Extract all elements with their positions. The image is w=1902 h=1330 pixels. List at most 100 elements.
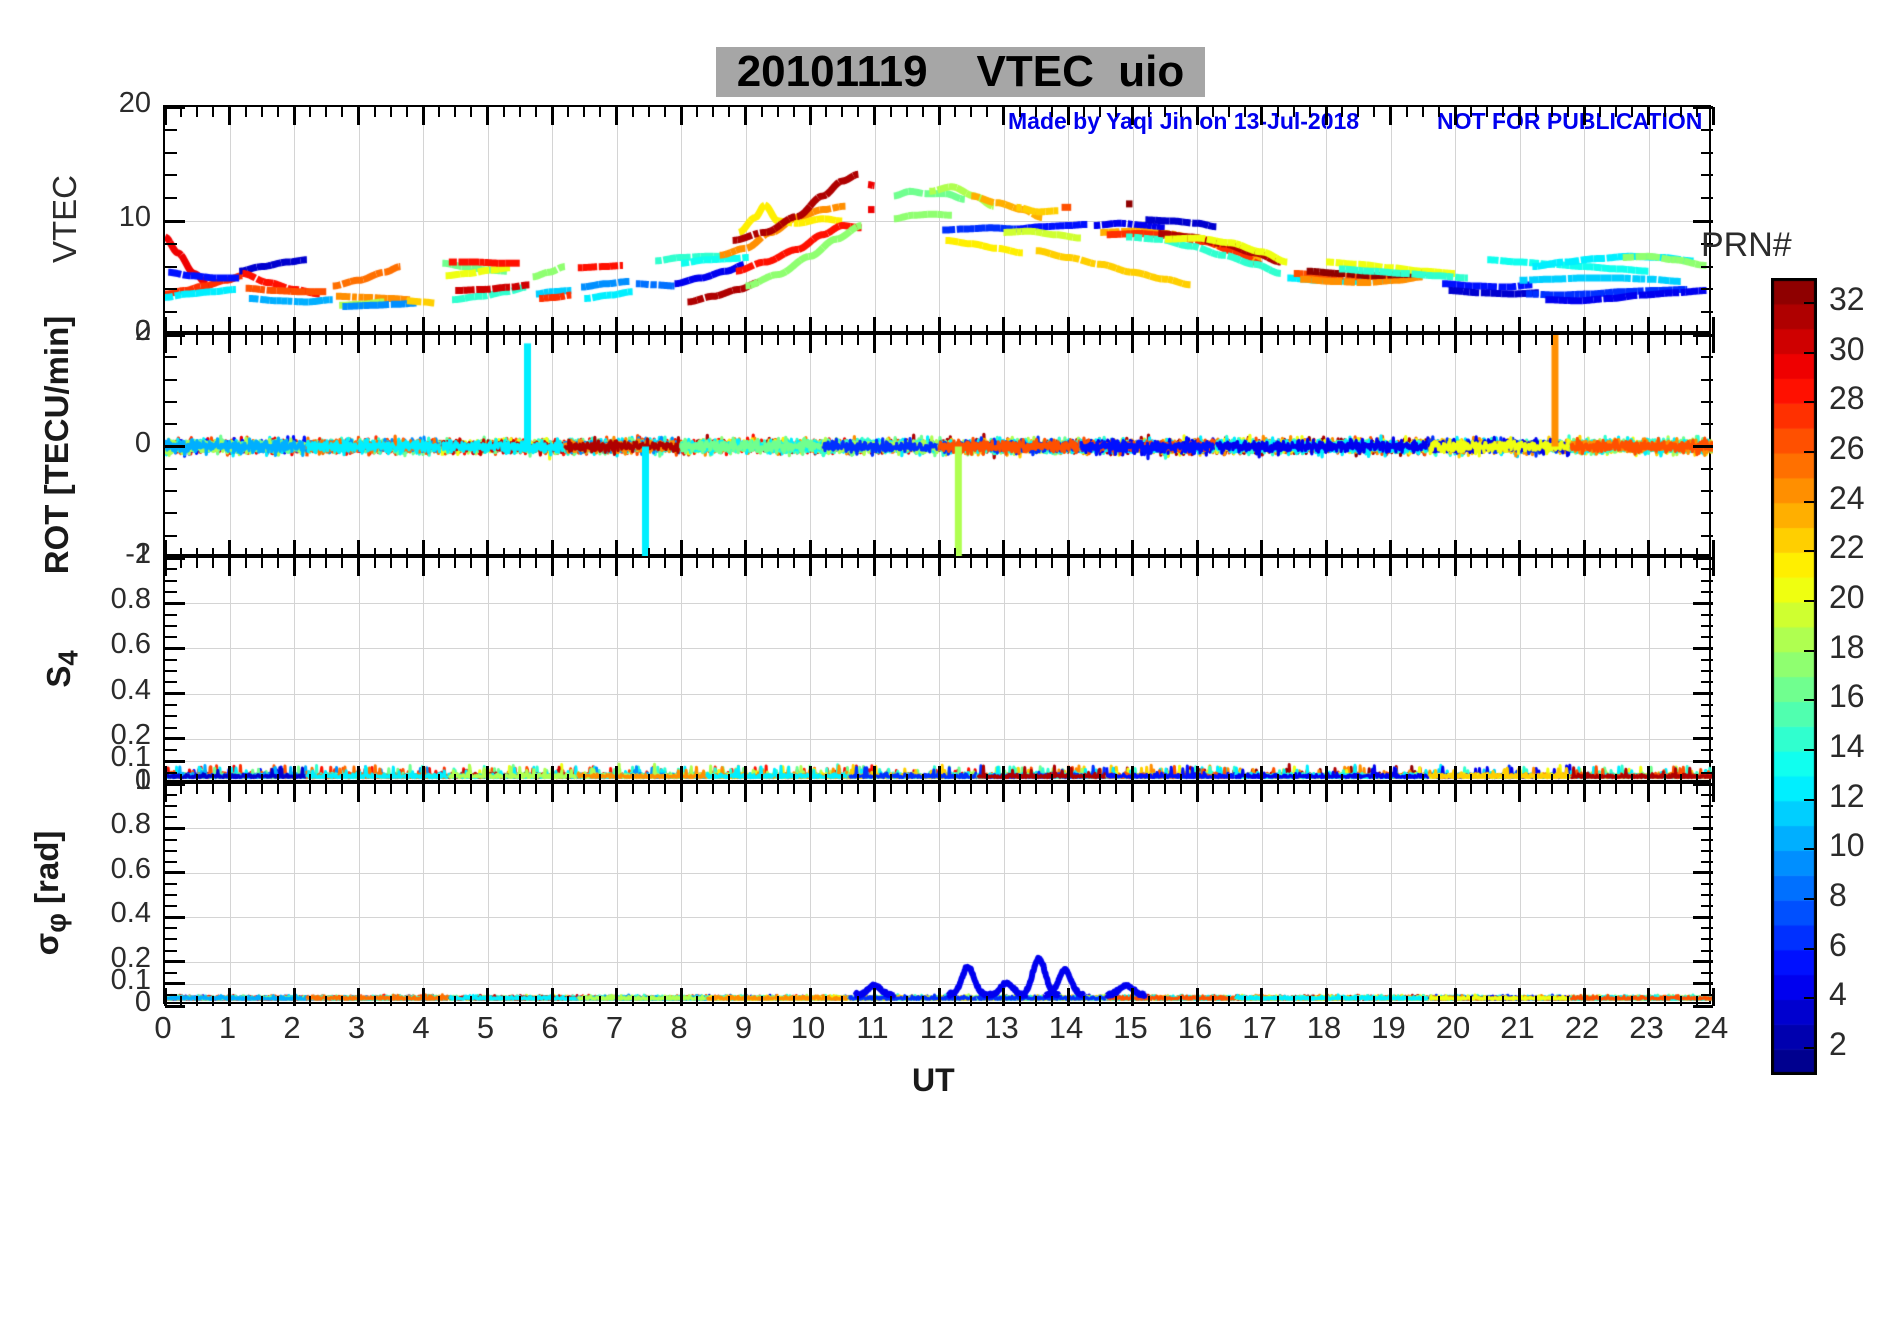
y-tick-minor	[1701, 838, 1713, 841]
x-tick-major	[1002, 540, 1005, 558]
x-tick-major	[163, 107, 167, 125]
x-tick-minor	[534, 325, 537, 335]
x-tick-minor	[1244, 107, 1247, 117]
x-tick-minor	[1228, 774, 1231, 784]
x-tick-minor	[663, 784, 666, 794]
x-tick-minor	[180, 325, 183, 335]
x-tick-minor	[1373, 548, 1376, 558]
y-tick-minor	[165, 703, 177, 706]
x-tick-minor	[921, 107, 924, 117]
x-tick-major	[1582, 335, 1586, 353]
x-tick-major	[550, 107, 554, 125]
x-tick-minor	[1615, 996, 1618, 1006]
x-tick-minor	[567, 558, 570, 568]
x-tick-minor	[1179, 325, 1182, 335]
x-tick-major	[679, 335, 683, 353]
x-tick-minor	[212, 996, 215, 1006]
colorbar-tick	[1804, 947, 1814, 950]
x-tick-minor	[1341, 325, 1344, 335]
x-tick-minor	[792, 548, 795, 558]
x-tick-minor	[970, 774, 973, 784]
x-tick-major	[937, 540, 941, 558]
y-tick-minor	[165, 636, 177, 639]
y-tick-minor	[165, 749, 177, 752]
x-tick-minor	[1631, 107, 1634, 117]
x-tick-major	[873, 335, 876, 353]
y-tick-minor	[165, 624, 177, 627]
x-tick-major	[1131, 988, 1134, 1006]
x-tick-minor	[712, 325, 715, 335]
x-tick-major	[1066, 317, 1070, 335]
y-tick-minor	[1701, 613, 1713, 616]
x-tick-minor	[1502, 107, 1505, 117]
colorbar-tick	[1804, 798, 1814, 801]
x-tick-minor	[986, 558, 989, 568]
x-tick-minor	[696, 325, 699, 335]
x-tick-minor	[1437, 784, 1440, 794]
x-tick-minor	[970, 548, 973, 558]
x-tick-minor	[1099, 996, 1102, 1006]
x-tick-minor	[518, 558, 521, 568]
x-tick-major	[228, 988, 231, 1006]
x-tick-minor	[954, 774, 957, 784]
x-tick-major	[1131, 766, 1134, 784]
x-tick-minor	[470, 784, 473, 794]
y-tick-minor	[165, 423, 177, 426]
x-tick-major	[357, 988, 360, 1006]
y-tick-minor	[1701, 242, 1713, 245]
x-tick-minor	[1566, 107, 1569, 117]
x-tick-minor	[309, 548, 312, 558]
x-tick-minor	[647, 996, 650, 1006]
x-tick-major	[615, 784, 618, 802]
x-tick-major	[1195, 540, 1199, 558]
y-tick-minor	[1701, 151, 1713, 154]
x-tick-minor	[1163, 335, 1166, 345]
x-tick-minor	[502, 558, 505, 568]
x-tick-minor	[1050, 548, 1053, 558]
x-tick-minor	[1308, 107, 1311, 117]
x-tick-minor	[1534, 548, 1537, 558]
x-tick-major	[1647, 766, 1650, 784]
x-tick-minor	[325, 996, 328, 1006]
x-tick-minor	[534, 558, 537, 568]
x-tick-minor	[631, 107, 634, 117]
x-tick-major	[1066, 766, 1070, 784]
colorbar-tick	[1804, 401, 1814, 404]
colorbar-tick-label: 32	[1829, 280, 1865, 317]
x-tick-minor	[212, 774, 215, 784]
x-tick-minor	[1599, 325, 1602, 335]
x-tick-major	[1582, 784, 1586, 802]
x-tick-minor	[244, 325, 247, 335]
x-tick-minor	[1486, 774, 1489, 784]
x-tick-minor	[1018, 996, 1021, 1006]
x-tick-major	[679, 784, 683, 802]
x-tick-minor	[599, 996, 602, 1006]
y-tick-major	[165, 219, 185, 223]
x-tick-minor	[518, 774, 521, 784]
x-tick-minor	[1486, 548, 1489, 558]
x-tick-minor	[1679, 335, 1682, 345]
x-tick-minor	[373, 548, 376, 558]
x-tick-minor	[1486, 107, 1489, 117]
x-tick-minor	[1631, 325, 1634, 335]
x-tick-minor	[1341, 774, 1344, 784]
x-tick-minor	[792, 784, 795, 794]
x-tick-major	[1389, 784, 1392, 802]
x-tick-minor	[1244, 784, 1247, 794]
x-tick-major	[1518, 317, 1521, 335]
x-tick-minor	[1373, 996, 1376, 1006]
x-tick-major	[1453, 107, 1457, 125]
x-tick-minor	[1486, 558, 1489, 568]
x-tick-minor	[1099, 335, 1102, 345]
y-tick-minor	[1701, 749, 1713, 752]
x-tick-major	[486, 107, 489, 125]
x-tick-minor	[1566, 548, 1569, 558]
x-tick-major	[1324, 766, 1328, 784]
x-tick-minor	[180, 558, 183, 568]
x-tick-minor	[1034, 558, 1037, 568]
x-tick-major	[744, 107, 747, 125]
colorbar-tick	[1804, 848, 1814, 851]
x-tick-minor	[1292, 548, 1295, 558]
plot-area-vtec	[165, 107, 1713, 335]
x-tick-minor	[954, 784, 957, 794]
